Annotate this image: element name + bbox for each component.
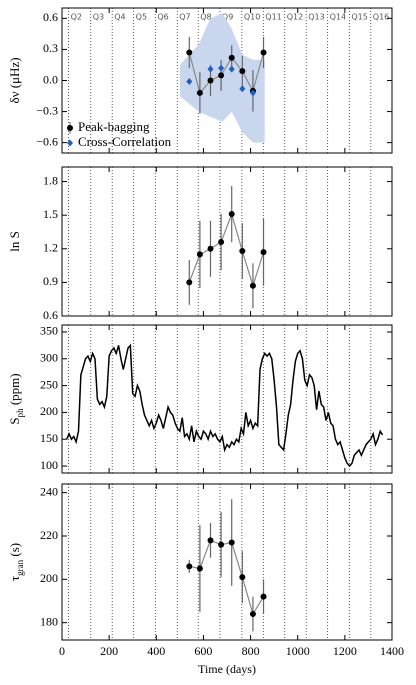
quarter-label: Q14 [330,13,346,22]
marker [260,249,267,256]
y-axis-label-part: (s) [7,543,22,560]
marker [218,239,225,246]
legend-label: Cross-Correlation [78,134,172,149]
y-tick-label: −0.3 [36,103,58,117]
x-tick-label: 200 [100,644,118,658]
quarter-label: Q7 [179,13,190,22]
marker [207,77,214,84]
y-tick-label: 1.8 [43,173,58,187]
plot-frame [61,324,393,474]
marker [239,248,246,255]
marker [228,65,235,73]
quarter-label: Q5 [136,13,147,22]
y-tick-label: 0.0 [43,72,58,86]
y-axis-label-part: τ [7,576,22,581]
marker [218,64,225,72]
x-tick-label: 1000 [286,644,310,658]
x-tick-label: 600 [194,644,212,658]
y-axis-label-part: S [7,417,22,424]
marker [218,541,225,548]
marker [196,251,203,258]
marker [249,89,256,97]
marker [207,245,214,252]
y-axis-label: Sph (ppm) [7,373,25,424]
quarter-label: Q15 [351,13,367,22]
y-axis-label-part: gran [15,559,25,575]
quarter-label: Q4 [114,13,125,22]
y-axis-label: τgran (s) [7,543,25,581]
x-tick-label: 800 [242,644,260,658]
x-tick-label: 1200 [333,644,357,658]
marker [260,49,267,56]
legend-label: Peak-bagging [78,119,150,134]
y-tick-label: 0.6 [43,10,58,24]
marker [260,593,267,600]
y-tick-label: 150 [40,431,58,445]
x-tick-label: 0 [59,644,65,658]
marker [207,65,214,73]
marker [186,563,193,570]
quarter-label: Q6 [157,13,168,22]
x-tick-label: 1400 [380,644,404,658]
y-tick-label: 180 [40,614,58,628]
marker [228,539,235,546]
quarter-label: Q9 [222,13,233,22]
y-axis-label: δν (μHz) [7,57,22,103]
y-tick-label: 1.5 [43,207,58,221]
y-axis-label-part: ph [15,408,25,418]
y-tick-label: 240 [40,484,58,498]
plot-frame [61,7,393,154]
y-tick-label: 350 [40,324,58,338]
marker [239,68,246,75]
y-tick-label: 0.9 [43,274,58,288]
marker [207,537,214,544]
y-tick-label: 0.3 [43,41,58,55]
marker [228,54,235,61]
marker [249,282,256,289]
quarter-label: Q3 [93,13,104,22]
marker [239,574,246,581]
marker [239,85,246,93]
quarter-label: Q13 [308,13,324,22]
y-tick-label: 100 [40,458,58,472]
x-axis-label: Time (days) [198,662,256,676]
y-axis-label: ln S [7,231,22,252]
legend-marker [67,139,73,147]
y-tick-label: 300 [40,351,58,365]
marker [186,49,193,56]
marker [228,211,235,218]
y-axis-label-part: (ppm) [7,373,22,408]
y-tick-label: 220 [40,528,58,542]
quarter-label: Q2 [71,13,82,22]
quarter-label: Q16 [373,13,389,22]
marker [186,279,193,286]
y-tick-label: 0.6 [43,308,58,322]
marker [196,565,203,572]
y-tick-label: −0.6 [36,134,58,148]
legend-marker [67,125,73,131]
marker [196,89,203,96]
plot-frame [61,483,393,641]
y-tick-label: 200 [40,404,58,418]
connect-line [189,539,265,616]
y-tick-label: 200 [40,571,58,585]
y-tick-label: 1.2 [43,241,58,255]
marker [249,611,256,617]
quarter-label: Q10 [244,13,260,22]
marker [218,72,225,79]
quarter-label: Q11 [265,13,281,22]
data-line [66,343,384,468]
y-tick-label: 250 [40,377,58,391]
plot-frame [61,166,393,317]
x-tick-label: 400 [147,644,165,658]
marker [186,78,193,86]
quarter-label: Q8 [200,13,211,22]
quarter-label: Q12 [287,13,303,22]
